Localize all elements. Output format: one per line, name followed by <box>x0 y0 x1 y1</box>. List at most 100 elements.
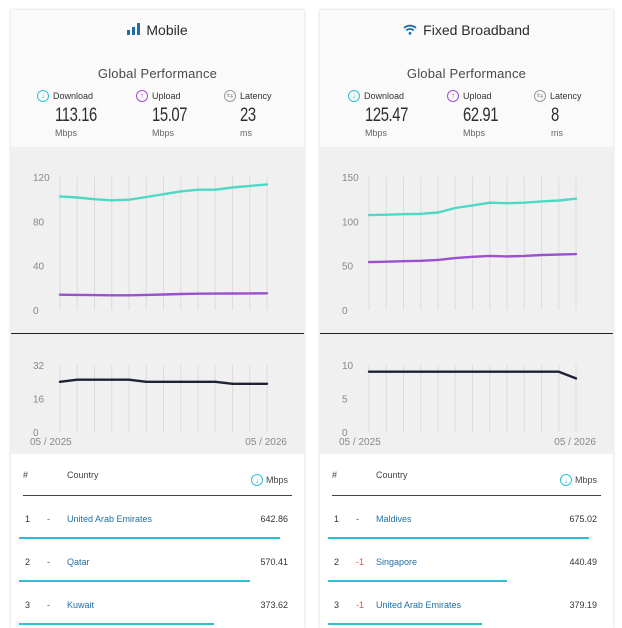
y-tick-label: 80 <box>33 217 45 228</box>
country-header[interactable]: Country <box>376 470 408 480</box>
latency-label: Latency <box>240 91 272 101</box>
upload-label: Upload <box>463 91 492 101</box>
table-row[interactable]: 1 - United Arab Emirates 642.86 <box>19 498 292 541</box>
mobile-title: Mobile <box>146 22 188 38</box>
upload-unit: Mbps <box>463 128 486 138</box>
mobile-speed-svg: 0 40 80 120 <box>33 173 269 317</box>
perf-title: Global Performance <box>406 66 527 81</box>
upload-value: 62.91 <box>463 105 499 126</box>
mobile-speed-chart: 0 40 80 120 <box>11 147 304 333</box>
country-link[interactable]: Qatar <box>67 557 90 567</box>
speed-bar <box>19 580 250 582</box>
mobile-header: Mobile <box>11 10 304 50</box>
download-value: 125.47 <box>365 105 408 126</box>
rank-change: - <box>47 557 50 567</box>
rank-change: - <box>356 514 359 524</box>
rank-change: - <box>47 600 50 610</box>
download-unit: Mbps <box>365 128 388 138</box>
y-tick-label: 0 <box>33 306 39 317</box>
country-link[interactable]: Singapore <box>376 557 418 567</box>
download-value: 113.16 <box>55 105 97 126</box>
latency-line <box>58 378 269 385</box>
y-tick-label: 100 <box>342 217 359 228</box>
mobile-global-performance: Global Performance ↓ Download 113.16 Mbps… <box>11 50 304 147</box>
chart-divider <box>11 333 304 334</box>
y-tick-label: 0 <box>342 306 348 317</box>
chart-divider <box>320 333 613 334</box>
fixed-speed-chart: 0 50 100 150 <box>320 147 613 333</box>
country-link[interactable]: United Arab Emirates <box>376 600 462 610</box>
mbps-header[interactable]: ↓ Mbps <box>559 474 597 486</box>
y-tick-label: 120 <box>33 173 50 184</box>
latency-icon: ⇆ <box>224 90 236 102</box>
latency-metric: ⇆ Latency 8 ms <box>534 90 613 138</box>
country-link[interactable]: United Arab Emirates <box>67 514 153 524</box>
rank-cell: 1 <box>25 514 31 524</box>
speed-bar <box>328 537 590 539</box>
speed-value: 373.62 <box>260 600 288 610</box>
download-icon: ↓ <box>559 474 572 486</box>
y-tick-label: 40 <box>33 262 45 273</box>
speed-value: 675.02 <box>569 514 597 524</box>
download-label: Download <box>364 91 405 101</box>
download-metric: ↓ Download 125.47 Mbps <box>348 90 438 138</box>
speed-bar <box>328 623 482 625</box>
mobile-panel: Mobile Global Performance ↓ Download 113.… <box>11 10 304 628</box>
signal-bars-icon <box>127 22 141 38</box>
upload-unit: Mbps <box>152 128 175 138</box>
fixed-latency-chart: 0 5 10 05 / 2025 05 / 2026 <box>320 334 613 454</box>
fixed-broadband-panel: Fixed Broadband Global Performance ↓ Down… <box>320 10 613 628</box>
download-line <box>367 197 578 217</box>
latency-unit: ms <box>551 128 563 138</box>
upload-line <box>367 252 578 264</box>
upload-icon: ↑ <box>136 90 148 102</box>
rank-cell: 1 <box>334 514 340 524</box>
download-icon: ↓ <box>348 90 360 102</box>
speed-bar <box>19 623 215 625</box>
rank-change: -1 <box>356 557 365 567</box>
speed-bar <box>19 537 281 539</box>
table-row[interactable]: 2 - Qatar 570.41 <box>19 541 292 584</box>
wifi-icon <box>403 22 417 38</box>
mbps-header[interactable]: ↓ Mbps <box>250 474 288 486</box>
x-tick-label: 05 / 2025 <box>339 437 381 448</box>
mobile-ranking-table: # Country ↓ Mbps 1 - United Arab Emirates 64… <box>11 454 304 628</box>
speed-value: 570.41 <box>260 557 288 567</box>
download-icon: ↓ <box>250 474 263 486</box>
y-tick-label: 150 <box>342 173 359 184</box>
country-link[interactable]: Kuwait <box>67 600 95 610</box>
fixed-title: Fixed Broadband <box>423 22 530 38</box>
download-line <box>58 183 269 202</box>
speed-bar <box>328 580 507 582</box>
rank-cell: 2 <box>334 557 340 567</box>
upload-metric: ↑ Upload 62.91 Mbps <box>447 90 537 138</box>
y-tick-label: 5 <box>342 395 348 406</box>
latency-unit: ms <box>240 128 252 138</box>
upload-icon: ↑ <box>447 90 459 102</box>
table-row[interactable]: 2 -1 Singapore 440.49 <box>328 541 601 584</box>
rank-header: # <box>332 470 338 480</box>
speed-value: 642.86 <box>260 514 288 524</box>
rank-cell: 2 <box>25 557 31 567</box>
rank-change: - <box>47 514 50 524</box>
upload-value: 15.07 <box>152 105 188 126</box>
latency-metric: ⇆ Latency 23 ms <box>224 90 304 138</box>
y-tick-label: 16 <box>33 395 45 406</box>
y-tick-label: 0 <box>342 428 348 439</box>
table-row[interactable]: 3 -1 United Arab Emirates 379.19 <box>328 584 601 627</box>
rank-cell: 3 <box>25 600 31 610</box>
country-link[interactable]: Maldives <box>376 514 412 524</box>
y-tick-label: 32 <box>33 361 45 372</box>
table-row[interactable]: 3 - Kuwait 373.62 <box>19 584 292 627</box>
fixed-ranking-table: # Country ↓ Mbps 1 - Maldives 675.02 2 -1 Singa… <box>320 454 613 628</box>
y-tick-label: 0 <box>33 428 39 439</box>
table-header: # Country ↓ Mbps <box>23 470 292 496</box>
speed-value: 379.19 <box>569 600 597 610</box>
x-tick-label: 05 / 2026 <box>245 437 287 448</box>
fixed-latency-svg: 0 5 10 05 / 2025 05 / 2026 <box>339 361 596 448</box>
table-row[interactable]: 1 - Maldives 675.02 <box>328 498 601 541</box>
x-tick-label: 05 / 2026 <box>554 437 596 448</box>
speed-value: 440.49 <box>569 557 597 567</box>
country-header[interactable]: Country <box>67 470 99 480</box>
download-unit: Mbps <box>55 128 78 138</box>
